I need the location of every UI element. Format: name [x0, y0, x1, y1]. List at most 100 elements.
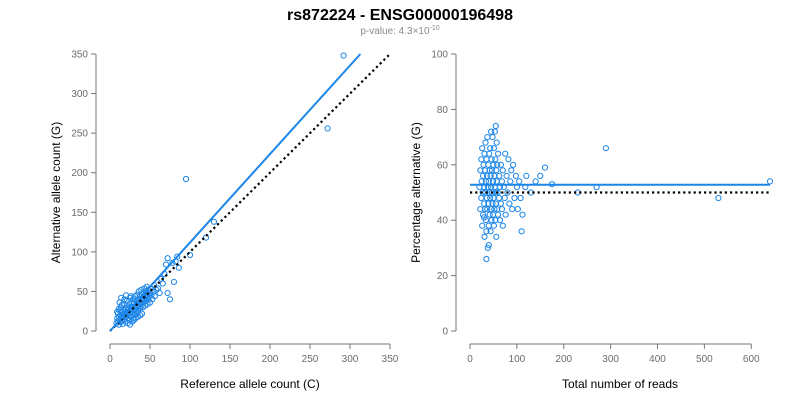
right-data-point — [484, 244, 491, 251]
right-x-tick-label: 100 — [509, 354, 526, 365]
right-x-tick-label: 400 — [649, 354, 666, 365]
right-data-point — [497, 161, 504, 168]
left-data-point — [121, 296, 128, 303]
right-data-point — [489, 200, 496, 207]
right-data-point — [478, 194, 485, 202]
right-data-point — [485, 222, 492, 229]
right-data-point — [482, 189, 489, 196]
left-x-axis-label: Reference allele count (C) — [180, 377, 319, 391]
right-data-point — [492, 122, 499, 130]
right-data-point — [486, 167, 493, 174]
right-x-tick-label: 200 — [555, 354, 572, 365]
right-data-point — [493, 233, 500, 240]
right-data-point — [487, 172, 494, 179]
figure-subtitle: p-value: 4.3×10-10 — [360, 25, 439, 37]
right-data-point — [532, 178, 539, 185]
right-data-point — [486, 211, 493, 218]
left-x-tick-label: 250 — [302, 354, 319, 365]
right-data-point — [485, 242, 492, 249]
left-data-point — [159, 280, 166, 287]
subtitle-exponent: -10 — [430, 25, 440, 32]
right-y-tick-label: 0 — [442, 327, 448, 338]
right-data-point — [488, 189, 496, 196]
right-data-point — [487, 145, 494, 152]
right-y-tick-label: 80 — [437, 105, 449, 116]
left-y-axis-label: Alternative allele count (G) — [49, 122, 63, 263]
right-data-point — [508, 167, 515, 174]
left-data-point — [162, 261, 170, 268]
left-data-point — [186, 251, 194, 259]
left-y-tick-label: 350 — [71, 50, 88, 61]
left-data-point — [156, 289, 163, 297]
right-data-point — [494, 189, 501, 196]
right-data-point — [516, 178, 523, 185]
left-data-point — [175, 264, 182, 271]
left-data-point — [166, 296, 174, 303]
right-data-point — [505, 156, 512, 163]
right-data-point — [523, 172, 530, 179]
left-x-tick-label: 150 — [222, 354, 239, 365]
right-data-point — [766, 178, 774, 185]
right-data-point — [497, 200, 504, 207]
left-fit-line — [109, 53, 362, 332]
left-data-point — [174, 253, 181, 260]
left-data-point — [137, 312, 144, 319]
right-data-point — [487, 228, 494, 235]
left-y-tick-label: 150 — [71, 208, 88, 219]
right-scatter-panel: 0 100 200 300 400 500 600 0 20 40 60 80 100 Total num… — [409, 50, 774, 391]
left-x-tick-label: 50 — [144, 354, 156, 365]
right-data-point — [490, 161, 497, 168]
left-data-point — [164, 289, 171, 297]
right-data-point — [481, 206, 489, 213]
left-data-point — [130, 316, 138, 323]
right-data-point — [496, 194, 503, 202]
right-data-point — [509, 161, 517, 168]
right-y-tick-label: 40 — [437, 216, 449, 227]
right-data-point — [479, 222, 486, 229]
right-data-point — [489, 134, 496, 141]
left-data-point — [127, 293, 134, 300]
right-data-point — [498, 206, 505, 213]
left-scatter-panel: 0 50 100 150 200 250 300 350 0 50 100 150 200 250 300 3… — [49, 50, 399, 392]
right-data-point — [509, 206, 516, 213]
left-y-tick-label: 50 — [77, 287, 89, 298]
left-data-point — [138, 310, 146, 317]
right-x-tick-label: 600 — [743, 354, 760, 365]
left-data-point — [129, 318, 136, 325]
right-data-point — [483, 156, 490, 163]
right-data-point — [494, 206, 501, 213]
right-data-point — [483, 172, 490, 179]
right-data-point — [481, 214, 488, 221]
right-data-point — [518, 228, 525, 235]
right-data-point — [715, 194, 722, 202]
right-data-point — [488, 217, 495, 224]
right-data-point — [502, 150, 509, 157]
left-data-point — [324, 125, 331, 132]
right-y-tick-label: 100 — [431, 50, 448, 61]
right-y-axis-label: Percentage alternative (G) — [409, 122, 423, 263]
left-x-tick-label: 100 — [182, 354, 199, 365]
right-data-point — [480, 172, 487, 179]
right-data-point — [507, 178, 514, 185]
right-data-point — [504, 189, 511, 196]
right-data-point — [602, 145, 610, 152]
right-data-point — [519, 211, 526, 218]
right-data-point — [490, 194, 497, 202]
left-y-tick-label: 300 — [71, 89, 88, 100]
right-data-point — [517, 194, 524, 202]
right-data-point — [490, 222, 497, 229]
right-data-point — [492, 156, 499, 163]
left-data-point — [115, 305, 122, 312]
right-x-tick-label: 300 — [602, 354, 619, 365]
right-x-axis-label: Total number of reads — [562, 377, 678, 391]
right-data-point — [512, 172, 520, 179]
left-y-tick-label: 200 — [71, 168, 88, 179]
right-data-point — [488, 128, 495, 135]
right-data-point — [480, 161, 487, 168]
left-data-point — [182, 175, 190, 183]
right-data-point — [495, 150, 502, 157]
left-data-point — [114, 308, 121, 316]
left-data-point — [169, 259, 176, 266]
left-data-point — [153, 286, 160, 293]
